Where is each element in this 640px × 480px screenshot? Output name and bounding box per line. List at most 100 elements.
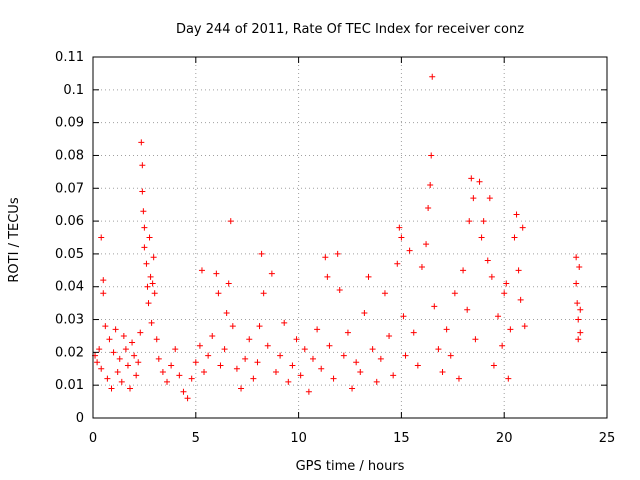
data-point bbox=[139, 188, 146, 195]
x-tick-label: 20 bbox=[496, 431, 513, 446]
data-point bbox=[94, 359, 101, 366]
data-point bbox=[410, 329, 417, 336]
data-point bbox=[272, 369, 279, 376]
data-point bbox=[576, 264, 583, 271]
data-point bbox=[110, 349, 117, 356]
data-point bbox=[435, 346, 442, 353]
data-point bbox=[515, 267, 522, 274]
data-point bbox=[289, 362, 296, 369]
data-point bbox=[100, 277, 107, 284]
data-point bbox=[381, 290, 388, 297]
y-tick-label: 0.01 bbox=[55, 378, 84, 393]
data-point bbox=[229, 323, 236, 330]
data-point bbox=[225, 280, 232, 287]
data-point bbox=[386, 332, 393, 339]
data-point bbox=[188, 375, 195, 382]
data-point bbox=[423, 241, 430, 248]
data-point bbox=[406, 247, 413, 254]
data-point bbox=[254, 359, 261, 366]
data-point bbox=[96, 346, 103, 353]
data-point bbox=[141, 244, 148, 251]
points-layer bbox=[92, 73, 584, 402]
data-point bbox=[233, 365, 240, 372]
x-tick-label: 5 bbox=[192, 431, 200, 446]
data-point bbox=[575, 316, 582, 323]
data-point bbox=[144, 283, 151, 290]
data-point bbox=[242, 355, 249, 362]
data-point bbox=[146, 234, 153, 241]
data-point bbox=[373, 378, 380, 385]
data-point bbox=[217, 362, 224, 369]
data-point bbox=[322, 254, 329, 261]
y-tick-label: 0.02 bbox=[55, 345, 84, 360]
data-point bbox=[201, 369, 208, 376]
data-point bbox=[139, 162, 146, 169]
data-point bbox=[455, 375, 462, 382]
data-point bbox=[118, 378, 125, 385]
data-point bbox=[258, 250, 265, 257]
data-point bbox=[151, 290, 158, 297]
data-point bbox=[484, 257, 491, 264]
data-point bbox=[100, 290, 107, 297]
y-tick-label: 0.07 bbox=[55, 181, 84, 196]
y-tick-label: 0.1 bbox=[63, 83, 84, 98]
data-point bbox=[577, 306, 584, 313]
data-point bbox=[398, 234, 405, 241]
data-point bbox=[390, 372, 397, 379]
data-point bbox=[196, 342, 203, 349]
data-point bbox=[470, 195, 477, 202]
data-point bbox=[147, 273, 154, 280]
data-point bbox=[223, 309, 230, 316]
data-point bbox=[176, 372, 183, 379]
data-point bbox=[98, 365, 105, 372]
data-point bbox=[495, 313, 502, 320]
data-point bbox=[256, 323, 263, 330]
data-point bbox=[466, 218, 473, 225]
data-point bbox=[478, 234, 485, 241]
y-tick-label: 0.05 bbox=[55, 247, 84, 262]
data-point bbox=[577, 329, 584, 336]
data-point bbox=[349, 385, 356, 392]
data-point bbox=[369, 346, 376, 353]
data-point bbox=[168, 362, 175, 369]
data-point bbox=[519, 224, 526, 231]
data-point bbox=[499, 342, 506, 349]
data-point bbox=[573, 254, 580, 261]
data-point bbox=[451, 290, 458, 297]
data-point bbox=[521, 323, 528, 330]
data-point bbox=[361, 309, 368, 316]
data-point bbox=[137, 329, 144, 336]
data-point bbox=[102, 323, 109, 330]
data-point bbox=[357, 369, 364, 376]
data-point bbox=[439, 369, 446, 376]
data-point bbox=[205, 352, 212, 359]
x-tick-label: 25 bbox=[599, 431, 616, 446]
data-point bbox=[464, 306, 471, 313]
x-axis-label: GPS time / hours bbox=[296, 459, 405, 474]
data-point bbox=[145, 300, 152, 307]
y-tick-label: 0.03 bbox=[55, 313, 84, 328]
x-tick-label: 0 bbox=[89, 431, 97, 446]
data-point bbox=[238, 385, 245, 392]
data-point bbox=[120, 332, 127, 339]
data-point bbox=[268, 270, 275, 277]
data-point bbox=[131, 352, 138, 359]
data-point bbox=[180, 388, 187, 395]
data-point bbox=[517, 296, 524, 303]
data-point bbox=[264, 342, 271, 349]
data-point bbox=[425, 204, 432, 211]
data-point bbox=[133, 372, 140, 379]
data-point bbox=[150, 254, 157, 261]
data-point bbox=[184, 395, 191, 402]
data-point bbox=[227, 218, 234, 225]
data-point bbox=[330, 375, 337, 382]
data-point bbox=[414, 362, 421, 369]
data-point bbox=[260, 290, 267, 297]
grid-layer bbox=[93, 57, 607, 418]
y-tick-label: 0.06 bbox=[55, 214, 84, 229]
data-point bbox=[301, 346, 308, 353]
data-point bbox=[297, 372, 304, 379]
data-point bbox=[340, 352, 347, 359]
data-point bbox=[143, 260, 150, 267]
data-point bbox=[135, 359, 142, 366]
